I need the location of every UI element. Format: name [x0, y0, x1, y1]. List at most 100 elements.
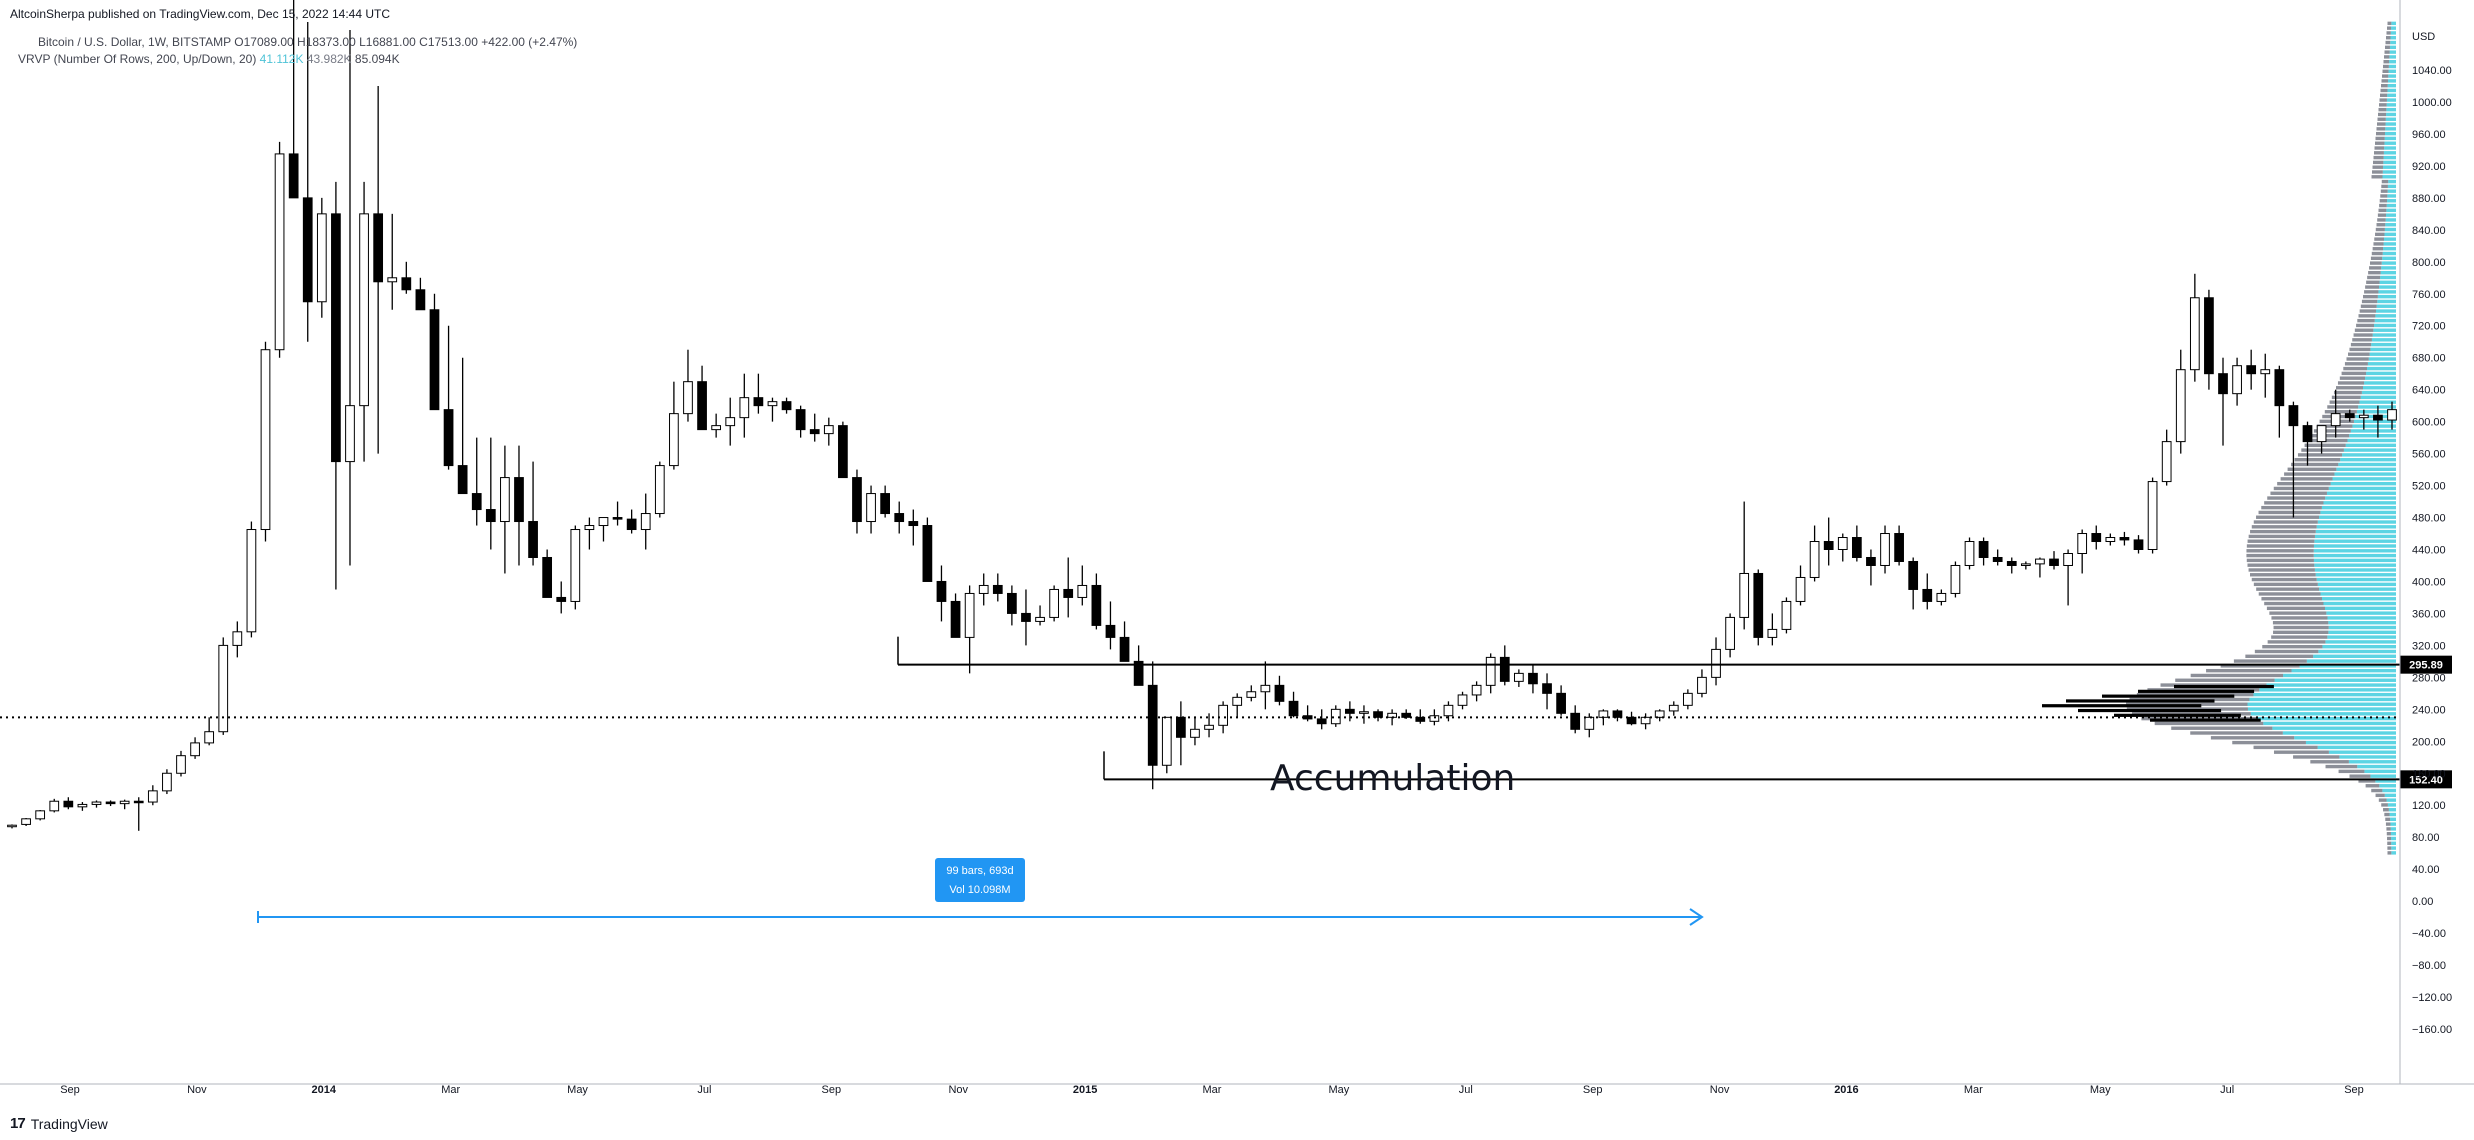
volume-profile-row-up: [2348, 760, 2396, 764]
volume-profile-row-up: [2386, 107, 2396, 112]
volume-profile-row-down: [2247, 539, 2315, 543]
volume-profile-row-up: [2391, 846, 2396, 850]
symbol-legend[interactable]: Bitcoin / U.S. Dollar, 1W, BITSTAMP O170…: [38, 34, 577, 50]
candles: [7, 0, 2397, 831]
candle: [63, 797, 74, 810]
candle: [528, 461, 538, 566]
volume-profile-row-up: [2378, 290, 2396, 294]
axes: USD 1040.00 1000.00 960.00 920.00 880.00 840.0…: [0, 0, 2474, 1096]
footer-brand[interactable]: 17 TradingView: [10, 1115, 108, 1132]
volume-profile-row-down: [2369, 261, 2382, 265]
candle-body: [1359, 711, 1369, 714]
volume-profile-row-down: [2374, 151, 2384, 155]
volume-profile-row-up: [2320, 510, 2396, 515]
volume-profile-row-up: [2370, 347, 2396, 352]
high-value: H18373.00: [297, 35, 356, 49]
volume-profile-row-up: [2250, 712, 2396, 716]
volume-profile-row-down: [2350, 342, 2372, 347]
volume-profile-row-up: [2389, 50, 2396, 54]
volume-profile-row-down: [2381, 179, 2389, 184]
candle-body: [7, 824, 17, 828]
y-tick-label: 560.00: [2412, 449, 2446, 461]
candle-body: [753, 397, 764, 407]
volume-profile-row-down: [2373, 155, 2384, 160]
volume-profile-row-up: [2386, 203, 2396, 208]
candle: [288, 0, 299, 199]
volume-profile-row-down: [2376, 223, 2386, 227]
candle-body: [1161, 716, 1172, 766]
volume-profile-row-up: [2390, 31, 2396, 35]
volume-profile-row-up: [2389, 55, 2396, 59]
candle: [2091, 525, 2102, 550]
candle: [753, 373, 764, 414]
candle-body: [852, 477, 862, 523]
volume-profile-row-up: [2350, 429, 2396, 433]
volume-profile-row-up: [2347, 438, 2396, 443]
candle: [1021, 589, 1031, 646]
candle-body: [697, 381, 707, 431]
horizontal-levels[interactable]: 295.89 152.40: [0, 636, 2452, 789]
level-price-tag[interactable]: 152.40: [2400, 770, 2452, 789]
volume-profile-row-up: [2315, 573, 2396, 577]
volume-profile-row-up: [2305, 740, 2396, 745]
candle: [302, 22, 313, 342]
candle-body: [556, 596, 567, 602]
candle: [2232, 357, 2242, 406]
measure-label-box[interactable]: [935, 858, 1025, 902]
candle-body: [1190, 728, 1200, 738]
volume-profile-row-down: [2376, 127, 2386, 131]
volume-profile-row-down: [2364, 290, 2379, 294]
candle-body: [1809, 541, 1820, 578]
change-value: +422.00 (+2.47%): [481, 35, 578, 49]
volume-profile-row-up: [2259, 688, 2396, 692]
volume-profile-row-down: [2261, 505, 2322, 510]
volume-profile-row-down: [2387, 836, 2392, 841]
candle-body: [1908, 560, 1919, 590]
volume-profile-row-up: [2319, 515, 2396, 519]
candle: [457, 357, 468, 495]
volume-profile-row-up: [2327, 635, 2396, 639]
candle: [838, 421, 848, 479]
indicator-legend[interactable]: VRVP (Number Of Rows, 200, Up/Down, 20) …: [18, 51, 400, 67]
volume-profile-row-down: [2365, 784, 2380, 788]
volume-profile-row-up: [2322, 644, 2396, 649]
volume-profile-row-up: [2328, 486, 2396, 491]
candle-body: [1218, 704, 1228, 726]
volume-profile-row-down: [2327, 405, 2359, 409]
volume-profile-row-up: [2385, 127, 2396, 131]
volume-profile-row-down: [2378, 798, 2387, 802]
candle-body: [176, 755, 186, 774]
candle-body: [1880, 533, 1890, 566]
candle: [725, 397, 736, 446]
x-tick-label: 2014: [312, 1084, 337, 1096]
date-range-measure[interactable]: 99 bars, 693d Vol 10.098M: [257, 858, 1704, 926]
candle-body: [1232, 696, 1243, 706]
volume-profile-row-up: [2338, 462, 2396, 467]
volume-profile-row-up: [2390, 817, 2396, 822]
accumulation-label[interactable]: Accumulation: [1270, 758, 1515, 799]
candle-body: [485, 509, 496, 523]
brand-name: TradingView: [30, 1115, 108, 1132]
volume-profile-row-down: [2384, 55, 2390, 59]
candle: [77, 802, 88, 811]
level-price-tag[interactable]: 295.89: [2400, 655, 2452, 674]
candle-body: [2218, 373, 2228, 395]
candle: [1204, 713, 1214, 738]
y-tick-label: −160.00: [2412, 1024, 2452, 1036]
candle-body: [1851, 537, 1862, 558]
candle: [260, 341, 271, 542]
candle: [359, 181, 369, 462]
candle-body: [49, 800, 60, 812]
candle-body: [1528, 672, 1538, 685]
candle-body: [1795, 576, 1806, 602]
measure-bars-text: 99 bars, 693d: [946, 865, 1013, 877]
y-tick-label: 40.00: [2412, 864, 2440, 876]
candle-body: [91, 801, 102, 805]
volume-profile-row-up: [2390, 36, 2396, 40]
volume-profile-row-down: [2154, 721, 2264, 726]
volume-profile-row-down: [2385, 45, 2390, 50]
volume-profile-row-down: [2277, 481, 2331, 486]
volume-profile-row-up: [2388, 64, 2396, 69]
volume-profile-row-down: [2382, 69, 2389, 73]
